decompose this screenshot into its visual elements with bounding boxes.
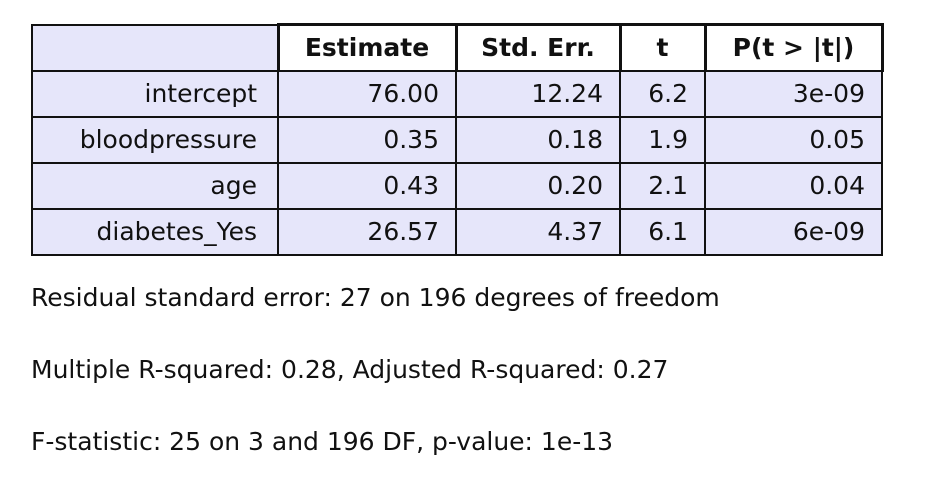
regression-table: Estimate Std. Err. t P(t > |t|) intercept 76… — [31, 23, 884, 256]
cell: 0.18 — [455, 115, 621, 164]
summary-line: F-statistic: 25 on 3 and 196 DF, p-value… — [31, 427, 614, 456]
cell: 6e-09 — [704, 207, 883, 256]
column-header: P(t > |t|) — [703, 23, 884, 72]
cell: 2.1 — [619, 161, 706, 210]
row-label: intercept — [31, 69, 279, 118]
cell: 0.05 — [704, 115, 883, 164]
cell: 1.9 — [619, 115, 706, 164]
column-header: t — [618, 23, 707, 72]
header-row: Estimate Std. Err. t P(t > |t|) — [31, 23, 884, 72]
table-row: intercept 76.00 12.24 6.2 3e-09 — [31, 69, 883, 118]
cell: 6.2 — [619, 69, 706, 118]
summary-line: Multiple R-squared: 0.28, Adjusted R-squ… — [31, 355, 669, 384]
table-row: diabetes_Yes 26.57 4.37 6.1 6e-09 — [31, 207, 883, 256]
cell: 12.24 — [455, 69, 621, 118]
row-label: diabetes_Yes — [31, 207, 279, 256]
cell: 4.37 — [455, 207, 621, 256]
cell: 6.1 — [619, 207, 706, 256]
cell: 0.43 — [277, 161, 457, 210]
cell: 0.20 — [455, 161, 621, 210]
cell: 26.57 — [277, 207, 457, 256]
row-label: bloodpressure — [31, 115, 279, 164]
cell: 76.00 — [277, 69, 457, 118]
table-body: intercept 76.00 12.24 6.2 3e-09 bloodpressure… — [31, 69, 883, 256]
cell: 0.35 — [277, 115, 457, 164]
cell: 0.04 — [704, 161, 883, 210]
summary-line: Residual standard error: 27 on 196 degre… — [31, 283, 720, 312]
row-label: age — [31, 161, 279, 210]
table-row: age 0.43 0.20 2.1 0.04 — [31, 161, 883, 210]
table-row: bloodpressure 0.35 0.18 1.9 0.05 — [31, 115, 883, 164]
column-header: Estimate — [276, 23, 458, 72]
cell: 3e-09 — [704, 69, 883, 118]
column-header: Std. Err. — [454, 23, 622, 72]
corner-cell — [31, 23, 279, 72]
